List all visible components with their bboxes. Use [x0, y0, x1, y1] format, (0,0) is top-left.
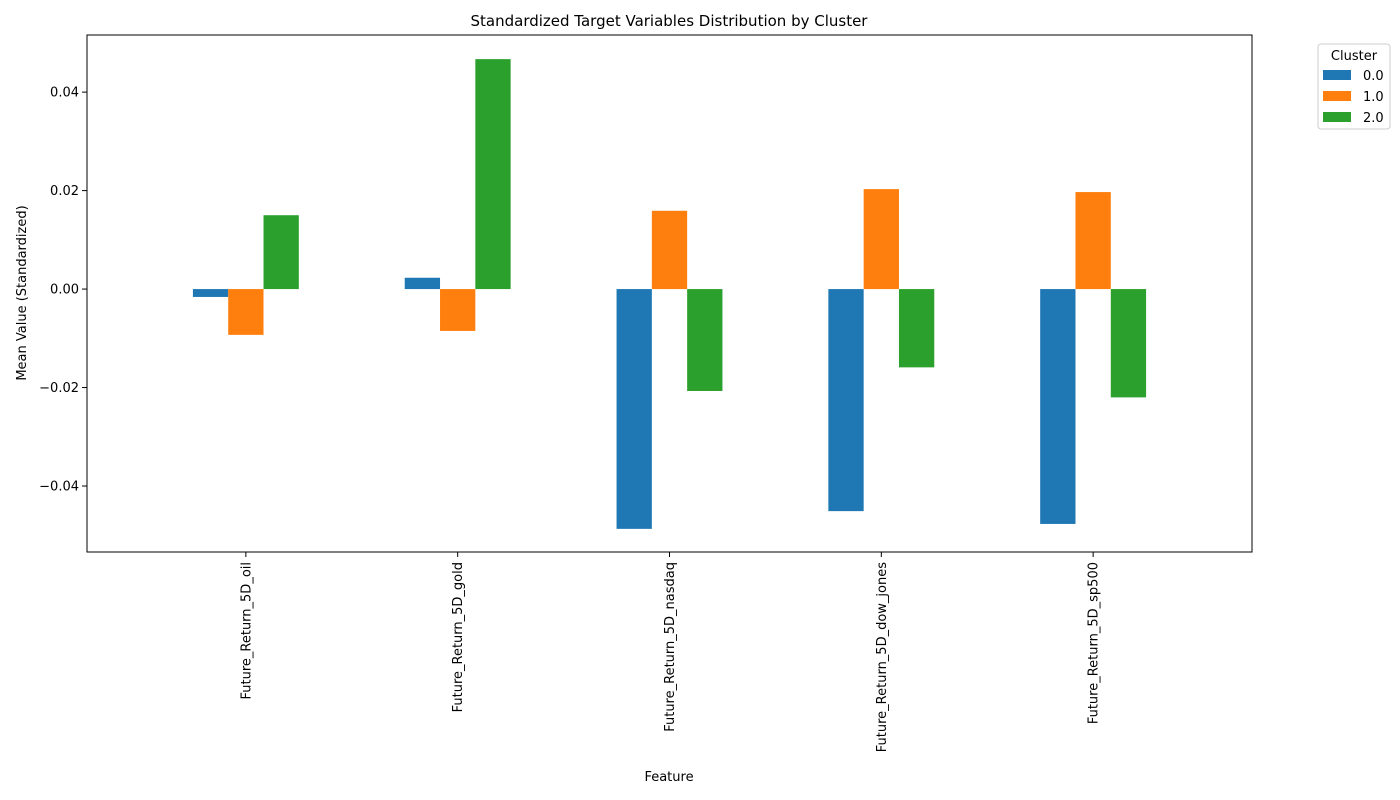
legend-swatch — [1323, 112, 1351, 122]
bar-4-series-2 — [1110, 289, 1147, 398]
chart-title: Standardized Target Variables Distributi… — [471, 12, 869, 30]
y-tick-label: −0.02 — [39, 381, 79, 396]
bar-2-series-1 — [651, 210, 688, 290]
plot-area — [192, 59, 1147, 529]
x-axis: Future_Return_5D_oil Future_Return_5D_gol… — [239, 552, 1102, 752]
bar-3-series-2 — [898, 289, 935, 368]
legend-label: 0.0 — [1363, 69, 1384, 84]
x-tick-label: Future_Return_5D_oil — [239, 562, 254, 700]
y-axis: −0.04 −0.02 0.00 0.02 0.04 — [39, 86, 87, 495]
legend: Cluster 0.0 1.0 2.0 — [1317, 43, 1391, 130]
x-tick-label: Future_Return_5D_sp500 — [1087, 562, 1102, 724]
legend-label: 2.0 — [1363, 111, 1384, 126]
y-axis-label: Mean Value (Standardized) — [15, 205, 30, 380]
y-tick-label: −0.04 — [39, 480, 79, 495]
bar-0-series-1 — [228, 289, 264, 335]
x-tick-label: Future_Return_5D_dow_jones — [875, 562, 890, 752]
y-tick-label: 0.02 — [50, 184, 79, 199]
bar-0-series-0 — [192, 289, 229, 297]
bar-1-series-1 — [440, 289, 476, 331]
x-axis-label: Feature — [644, 770, 693, 785]
bar-4-series-0 — [1040, 289, 1076, 524]
y-tick-label: 0.00 — [50, 283, 79, 298]
bar-2-series-0 — [616, 289, 652, 529]
bar-1-series-0 — [404, 277, 441, 290]
bar-1-series-2 — [475, 59, 511, 290]
bar-4-series-1 — [1075, 192, 1111, 290]
legend-swatch — [1323, 91, 1351, 101]
bar-0-series-2 — [263, 215, 299, 290]
bar-3-series-0 — [828, 289, 864, 512]
legend-box — [1317, 43, 1391, 130]
legend-title: Cluster — [1331, 49, 1378, 64]
legend-label: 1.0 — [1363, 90, 1384, 105]
bar-3-series-1 — [863, 189, 899, 290]
y-tick-label: 0.04 — [50, 86, 79, 101]
bar-2-series-2 — [687, 289, 723, 391]
x-tick-label: Future_Return_5D_nasdaq — [663, 562, 678, 732]
legend-swatch — [1323, 70, 1351, 80]
x-tick-label: Future_Return_5D_gold — [451, 562, 466, 712]
